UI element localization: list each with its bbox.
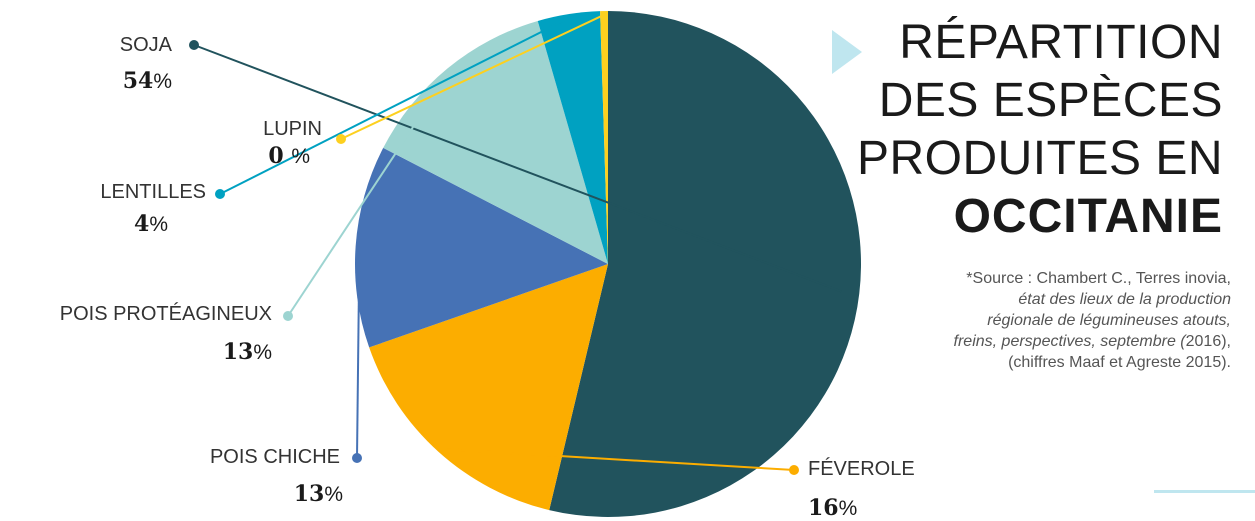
leader-line-lupin <box>340 13 605 140</box>
source-prefix: *Source : Chambert C., Terres inovia, <box>966 270 1231 287</box>
slice-value-percent: % <box>253 341 272 364</box>
slice-label-pois-proteagineux: POIS PROTÉAGINEUX <box>60 302 272 325</box>
slice-value-lentilles: 4% <box>134 211 168 237</box>
leader-line-soja <box>193 44 843 293</box>
source-italic-1: état des lieux de la production <box>1018 291 1231 308</box>
title-line-3: PRODUITES EN <box>856 132 1223 185</box>
leader-dot-lupin <box>336 134 346 144</box>
slice-value-number: 13 <box>223 339 254 365</box>
slice-value-number: 16 <box>808 495 839 521</box>
leader-line-pois-proteagineux <box>287 70 451 317</box>
slice-value-pois-proteagineux: 13% <box>223 339 272 365</box>
title-line-2: DES ESPÈCES <box>878 74 1223 127</box>
pie-slice-feverole <box>369 264 608 511</box>
slice-value-pois-chiche: 13% <box>294 481 343 507</box>
slice-label-lupin: LUPIN <box>263 118 322 140</box>
source-line-4: freins, perspectives, septembre (2016), <box>831 331 1231 352</box>
leader-line-feverole <box>440 447 795 471</box>
source-year: 2016 <box>1185 333 1222 350</box>
slice-value-percent: % <box>291 145 310 168</box>
source-last-line: (chiffres Maaf et Agreste 2015). <box>1008 354 1231 371</box>
leader-lines <box>189 13 843 475</box>
leader-line-lentilles <box>219 16 570 195</box>
source-italic-3: freins, perspectives, septembre ( <box>953 333 1186 350</box>
slice-value-percent: % <box>153 70 172 93</box>
slice-label-soja: SOJA <box>120 34 173 56</box>
leader-dot-soja <box>189 40 199 50</box>
slice-value-percent: % <box>839 497 858 520</box>
pie-slices <box>355 11 861 517</box>
slice-value-percent: % <box>324 483 343 506</box>
pie-slice-lentilles <box>537 11 608 265</box>
leader-line-pois-chiche <box>356 246 361 459</box>
title-emphasis: OCCITANIE <box>953 190 1223 243</box>
slice-value-number: 0 <box>268 143 291 169</box>
pie-slice-soja <box>549 11 861 517</box>
slice-label-pois-chiche: POIS CHICHE <box>210 446 340 468</box>
leader-dot-lentilles <box>215 189 225 199</box>
source-note: *Source : Chambert C., Terres inovia, ét… <box>831 268 1231 373</box>
pie-slice-pois-proteagineux <box>383 20 608 264</box>
slice-label-lentilles: LENTILLES <box>100 181 206 203</box>
slice-label-feverole: FÉVEROLE <box>808 457 915 480</box>
source-after-year: ), <box>1221 333 1231 350</box>
pie-slice-pois-chiche <box>355 147 608 348</box>
slice-value-number: 4 <box>134 211 149 237</box>
accent-divider <box>1154 490 1255 493</box>
leader-dot-pois-proteagineux <box>283 311 293 321</box>
leader-dot-feverole <box>789 465 799 475</box>
title-arrow-icon <box>832 30 862 74</box>
slice-value-number: 13 <box>294 481 325 507</box>
pie-slice-lupin <box>600 11 608 264</box>
source-italic-2: régionale de légumineuses atouts, <box>987 312 1231 329</box>
slice-value-feverole: 16% <box>808 495 857 521</box>
slice-labels: SOJA 54% FÉVEROLE 16% POIS CHICHE 13% POIS PRO… <box>60 34 915 521</box>
title-line-1: RÉPARTITION <box>899 16 1223 69</box>
chart-title: RÉPARTITION DES ESPÈCES PRODUITES EN OCC… <box>857 14 1223 246</box>
slice-value-soja: 54% <box>123 68 172 94</box>
leader-dot-pois-chiche <box>352 453 362 463</box>
slice-value-lupin: 0 % <box>268 143 310 169</box>
slice-value-percent: % <box>149 213 168 236</box>
slice-value-number: 54 <box>123 68 154 94</box>
